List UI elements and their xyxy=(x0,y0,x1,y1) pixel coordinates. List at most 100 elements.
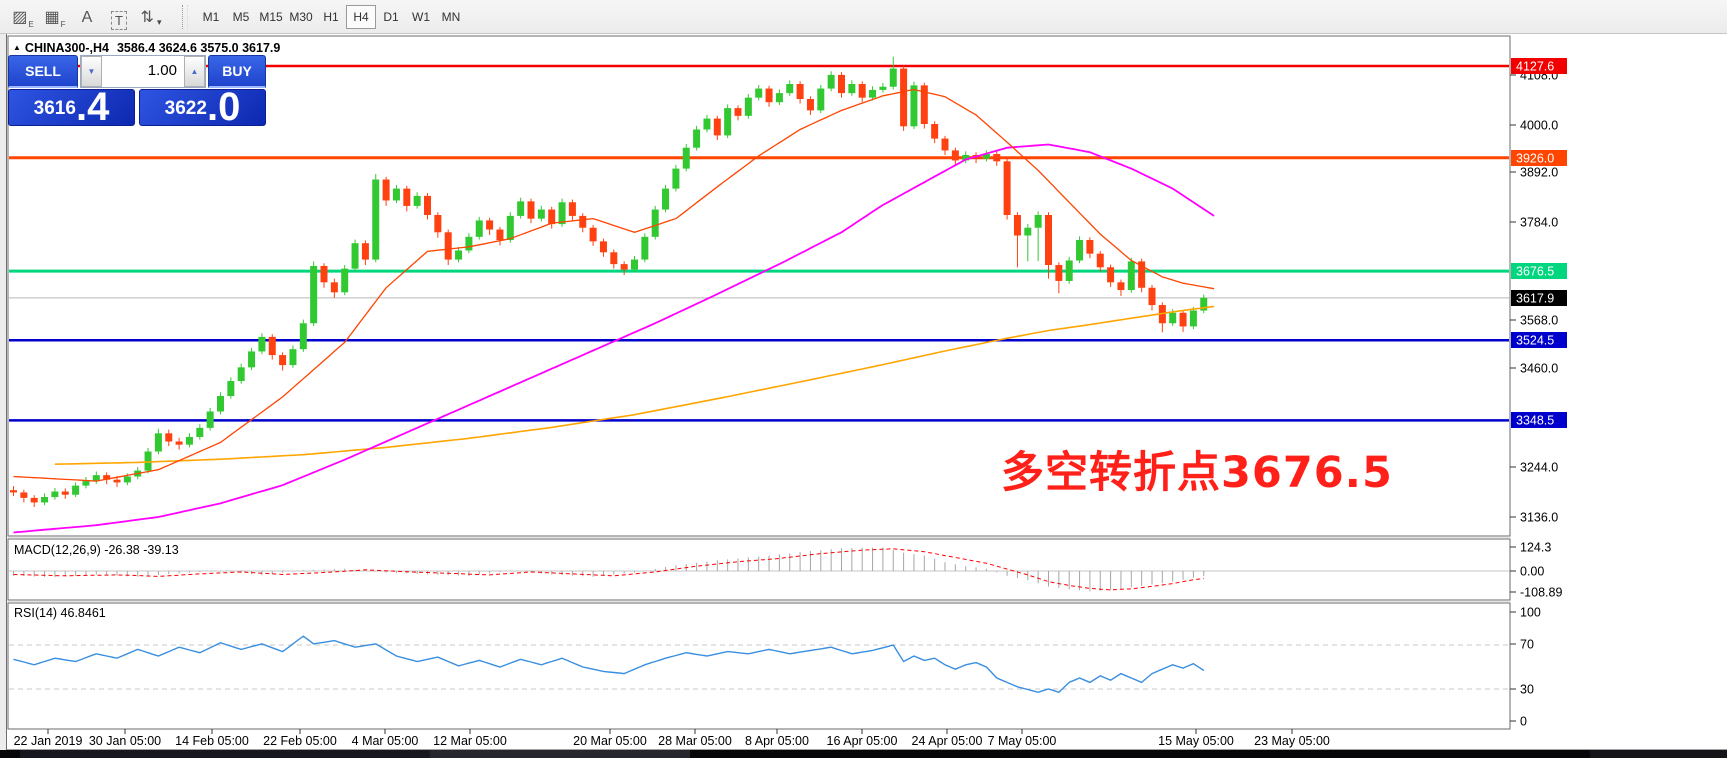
indicators-icon[interactable]: ▨ E xyxy=(12,8,34,29)
date-axis-label[interactable]: 16 Apr 05:00 xyxy=(827,734,898,748)
candle-body xyxy=(838,74,845,94)
buy-price-main: 3622 xyxy=(164,98,207,119)
caret-down-icon: ▼ xyxy=(87,67,96,76)
candle-body xyxy=(744,97,752,116)
timeframe-h4-button[interactable]: H4 xyxy=(346,4,376,29)
candle-body xyxy=(51,491,59,497)
candle-body xyxy=(1076,240,1084,261)
candle-body xyxy=(765,88,773,103)
chart-left-gutter xyxy=(0,34,7,751)
candle-body xyxy=(92,475,100,482)
date-axis-label[interactable]: 23 May 05:00 xyxy=(1254,734,1330,748)
timeframe-mn-button[interactable]: MN xyxy=(436,5,466,29)
candle-body xyxy=(993,154,1001,162)
timeframe-w1-button[interactable]: W1 xyxy=(406,5,436,29)
text-box-icon[interactable]: T xyxy=(104,4,134,30)
candle-body xyxy=(227,381,235,397)
candle-body xyxy=(72,485,80,495)
candle-body xyxy=(610,252,618,265)
timeframe-d1-button[interactable]: D1 xyxy=(376,5,406,29)
macd-signal-line xyxy=(13,548,1204,591)
candle-body xyxy=(248,351,256,368)
date-axis-label[interactable]: 12 Mar 05:00 xyxy=(433,734,507,748)
buy-price-button[interactable]: 3622.0 xyxy=(139,87,266,127)
date-axis-label[interactable]: 14 Feb 05:00 xyxy=(175,734,249,748)
candle-body xyxy=(817,88,825,111)
ma-mid-line xyxy=(13,143,1215,534)
timeframe-m5-button[interactable]: M5 xyxy=(226,5,256,29)
timeframe-m15-button[interactable]: M15 xyxy=(256,5,286,29)
price-axis-label: 4000.0 xyxy=(1520,119,1558,133)
date-axis-label[interactable]: 30 Jan 05:00 xyxy=(89,734,161,748)
candle-body xyxy=(631,259,638,270)
candle-body xyxy=(434,214,442,233)
candle-body xyxy=(330,282,338,293)
candle-body xyxy=(279,355,287,366)
grid-icon[interactable]: ▦ F xyxy=(44,8,66,29)
date-axis-label[interactable]: 8 Apr 05:00 xyxy=(745,734,809,748)
chart-title: ▲ CHINA300-,H4 3586.4 3624.6 3575.0 3617.9 xyxy=(13,41,280,55)
rsi-pane[interactable] xyxy=(7,602,1511,730)
date-axis-label[interactable]: 24 Apr 05:00 xyxy=(912,734,983,748)
candle-body xyxy=(206,411,214,428)
timeframe-m1-button[interactable]: M1 xyxy=(196,5,226,29)
date-axis-label[interactable]: 4 Mar 05:00 xyxy=(352,734,419,748)
date-axis-label[interactable]: 7 May 05:00 xyxy=(988,734,1057,748)
candle-body xyxy=(889,68,897,87)
candle-body xyxy=(175,441,183,445)
candle-body xyxy=(1127,261,1135,291)
sell-button[interactable]: SELL xyxy=(8,55,78,88)
timeframe-h1-button[interactable]: H1 xyxy=(316,5,346,29)
date-axis-label[interactable]: 22 Feb 05:00 xyxy=(263,734,337,748)
macd-indicator-label: MACD(12,26,9) -26.38 -39.13 xyxy=(14,543,179,557)
candle-body xyxy=(900,68,908,127)
price-axis-label: 3136.0 xyxy=(1520,511,1558,525)
main-chart-pane[interactable] xyxy=(7,35,1511,537)
timeframe-m30-button[interactable]: M30 xyxy=(286,5,316,29)
candle-body xyxy=(734,108,742,116)
candle-body xyxy=(1179,312,1187,327)
price-tag-3348.5 xyxy=(1511,412,1567,428)
arrange-icon[interactable]: ⇅ ▾ xyxy=(136,4,166,30)
candle-body xyxy=(123,476,131,483)
candle-body xyxy=(465,236,473,251)
candle-body xyxy=(341,268,349,293)
candle-body xyxy=(403,188,411,206)
candle-body xyxy=(268,336,276,356)
candle-body xyxy=(237,367,245,382)
macd-axis-label: 0.00 xyxy=(1520,565,1544,579)
price-axis-label: 3460.0 xyxy=(1520,362,1558,376)
date-axis-label[interactable]: 22 Jan 2019 xyxy=(14,734,83,748)
buy-button[interactable]: BUY xyxy=(208,55,266,88)
price-tag-label: 3348.5 xyxy=(1516,414,1554,428)
macd-pane[interactable] xyxy=(7,538,1511,601)
candle-body xyxy=(579,215,587,228)
volume-decrease-button[interactable]: ▼ xyxy=(81,56,102,87)
date-axis-label[interactable]: 20 Mar 05:00 xyxy=(573,734,647,748)
candle-body xyxy=(41,496,49,503)
symbol-collapse-icon[interactable]: ▲ xyxy=(13,43,21,52)
candle-body xyxy=(392,188,400,201)
candle-body xyxy=(951,150,959,161)
candle-body xyxy=(1003,161,1011,215)
sell-price-button[interactable]: 3616.4 xyxy=(8,87,135,127)
price-axis-label: 3244.0 xyxy=(1520,461,1558,475)
date-axis-label[interactable]: 15 May 05:00 xyxy=(1158,734,1234,748)
candle-body xyxy=(662,188,670,210)
date-axis-label[interactable]: 28 Mar 05:00 xyxy=(658,734,732,748)
candle-body xyxy=(217,396,224,412)
candle-body xyxy=(372,179,380,260)
sell-price-main: 3616 xyxy=(33,98,76,119)
volume-value[interactable]: 1.00 xyxy=(147,62,177,79)
one-click-trading-panel: SELL ▼ 1.00 ▲ BUY 3616.4 3622.0 xyxy=(8,55,266,127)
chart-text-annotation: 多空转折点3676.5 xyxy=(1001,448,1393,498)
price-axis-label: 3892.0 xyxy=(1520,166,1558,180)
volume-increase-button[interactable]: ▲ xyxy=(184,56,205,87)
candle-body xyxy=(413,195,421,206)
candle-body xyxy=(931,124,939,139)
price-tag-label: 3676.5 xyxy=(1516,265,1554,279)
text-label-icon[interactable]: A xyxy=(81,8,93,26)
candle-body xyxy=(258,336,266,352)
